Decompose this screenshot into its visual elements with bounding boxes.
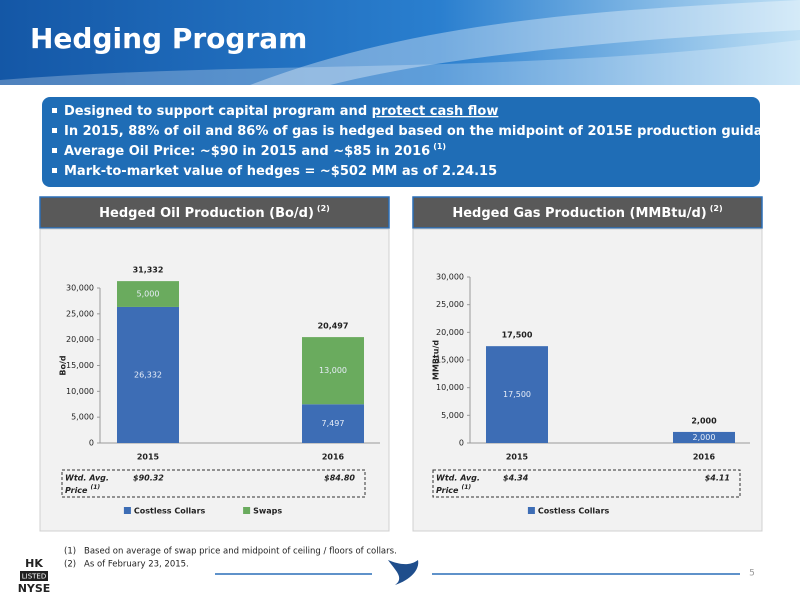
bar-segment bbox=[486, 346, 548, 443]
logo-ticker: HK bbox=[25, 557, 43, 570]
bullet-text: Mark-to-market value of hedges = ~$502 M… bbox=[64, 164, 497, 179]
value-label: 17,500 bbox=[503, 390, 531, 399]
total-label: 17,500 bbox=[502, 331, 533, 340]
price-label: Wtd. Avg. bbox=[65, 474, 109, 483]
bullet-marker bbox=[52, 168, 57, 173]
legend-swatch bbox=[123, 507, 131, 514]
total-label: 31,332 bbox=[133, 266, 164, 275]
bullet-box bbox=[42, 97, 760, 187]
panel-title-sup: (2) bbox=[317, 204, 330, 213]
y-tick-label: 5,000 bbox=[441, 411, 464, 420]
price-value: $4.34 bbox=[503, 474, 529, 483]
bar-segment bbox=[117, 281, 179, 307]
bullet-marker bbox=[52, 128, 57, 133]
price-value: $4.11 bbox=[705, 474, 730, 483]
bullet-span: In 2015, 88% of oil and 86% of gas is he… bbox=[64, 124, 788, 139]
y-tick-label: 15,000 bbox=[436, 356, 464, 365]
bar-segment bbox=[117, 306, 179, 443]
bar-segment bbox=[302, 404, 364, 443]
bullet-marker bbox=[52, 108, 57, 113]
panel-header bbox=[412, 196, 763, 229]
total-label: 2,000 bbox=[691, 416, 717, 425]
footnote-marker: (2) bbox=[64, 560, 76, 570]
y-tick-label: 15,000 bbox=[66, 361, 94, 370]
logo-exchange: NYSE bbox=[18, 582, 51, 595]
logo-badge: LISTED bbox=[22, 573, 47, 581]
bar-segment bbox=[302, 337, 364, 405]
bullet-text: Average Oil Price: ~$90 in 2015 and ~$85… bbox=[64, 142, 446, 159]
header-band bbox=[0, 0, 800, 85]
logo-badge-bg bbox=[20, 571, 48, 581]
y-tick-label: 5,000 bbox=[71, 413, 94, 422]
panel-title: Hedged Gas Production (MMBtu/d) (2) bbox=[452, 204, 722, 221]
footnote-text: As of February 23, 2015. bbox=[84, 560, 189, 570]
price-label: Price (1) bbox=[65, 484, 100, 495]
page-number: 5 bbox=[749, 569, 755, 579]
price-label: Price (1) bbox=[436, 484, 471, 495]
value-label: 5,000 bbox=[137, 290, 160, 299]
y-tick-label: 0 bbox=[89, 439, 94, 448]
legend-swatch bbox=[527, 507, 535, 514]
legend-swatch bbox=[243, 507, 251, 514]
x-tick-label: 2015 bbox=[137, 453, 160, 462]
price-label: Wtd. Avg. bbox=[436, 474, 480, 483]
panel-title-text: Hedged Oil Production (Bo/d) bbox=[99, 206, 314, 221]
bar-segment bbox=[673, 431, 735, 443]
price-label-text: Price bbox=[65, 486, 88, 495]
price-value: $90.32 bbox=[133, 474, 164, 483]
price-sup: (1) bbox=[461, 484, 471, 491]
y-tick-label: 30,000 bbox=[66, 284, 94, 293]
bullet-link: protect cash flow bbox=[372, 104, 499, 119]
panel-body bbox=[412, 228, 763, 532]
total-label: 20,497 bbox=[318, 322, 349, 331]
y-tick-label: 10,000 bbox=[436, 383, 464, 392]
legend-label: Costless Collars bbox=[134, 507, 206, 516]
footnote-text: Based on average of swap price and midpo… bbox=[84, 547, 397, 557]
x-tick-label: 2016 bbox=[322, 453, 345, 462]
value-label: 2,000 bbox=[693, 433, 716, 442]
y-axis-label: Bo/d bbox=[59, 355, 68, 376]
panel-header bbox=[39, 196, 390, 229]
bullet-span: Average Oil Price: ~$90 in 2015 and ~$85… bbox=[64, 144, 430, 159]
x-tick-label: 2016 bbox=[693, 453, 716, 462]
value-label: 7,497 bbox=[322, 419, 345, 428]
panel-title-text: Hedged Gas Production (MMBtu/d) bbox=[452, 206, 706, 221]
y-tick-label: 20,000 bbox=[66, 335, 94, 344]
footnote-marker: (1) bbox=[64, 547, 76, 557]
value-label: 13,000 bbox=[319, 366, 347, 375]
value-label: 26,332 bbox=[134, 370, 162, 379]
bullet-span: Mark-to-market value of hedges = ~$502 M… bbox=[64, 164, 497, 179]
bullet-text: In 2015, 88% of oil and 86% of gas is he… bbox=[64, 124, 788, 139]
y-tick-label: 0 bbox=[459, 439, 464, 448]
bullet-sup: (1) bbox=[433, 142, 446, 151]
y-tick-label: 20,000 bbox=[436, 328, 464, 337]
panel-title-sup: (2) bbox=[710, 204, 723, 213]
price-label-text: Price bbox=[436, 486, 459, 495]
price-box bbox=[432, 469, 741, 498]
slide-title: Hedging Program bbox=[30, 22, 307, 55]
y-tick-label: 25,000 bbox=[66, 309, 94, 318]
legend-label: Swaps bbox=[253, 507, 282, 516]
legend-label: Costless Collars bbox=[538, 507, 610, 516]
y-tick-label: 30,000 bbox=[436, 273, 464, 282]
y-tick-label: 10,000 bbox=[66, 387, 94, 396]
bullet-text: Designed to support capital program and … bbox=[64, 104, 498, 119]
header-swoosh bbox=[0, 40, 800, 85]
header-swoosh bbox=[250, 0, 800, 85]
price-box bbox=[61, 469, 366, 498]
price-value: $84.80 bbox=[324, 474, 355, 483]
bullet-span: Designed to support capital program and bbox=[64, 104, 372, 119]
price-sup: (1) bbox=[90, 484, 100, 491]
panel-title: Hedged Oil Production (Bo/d) (2) bbox=[99, 204, 330, 221]
bullet-marker bbox=[52, 148, 57, 153]
y-axis-label: MMBtu/d bbox=[432, 340, 441, 380]
y-tick-label: 25,000 bbox=[436, 300, 464, 309]
logo-bird bbox=[388, 560, 419, 585]
x-tick-label: 2015 bbox=[506, 453, 529, 462]
